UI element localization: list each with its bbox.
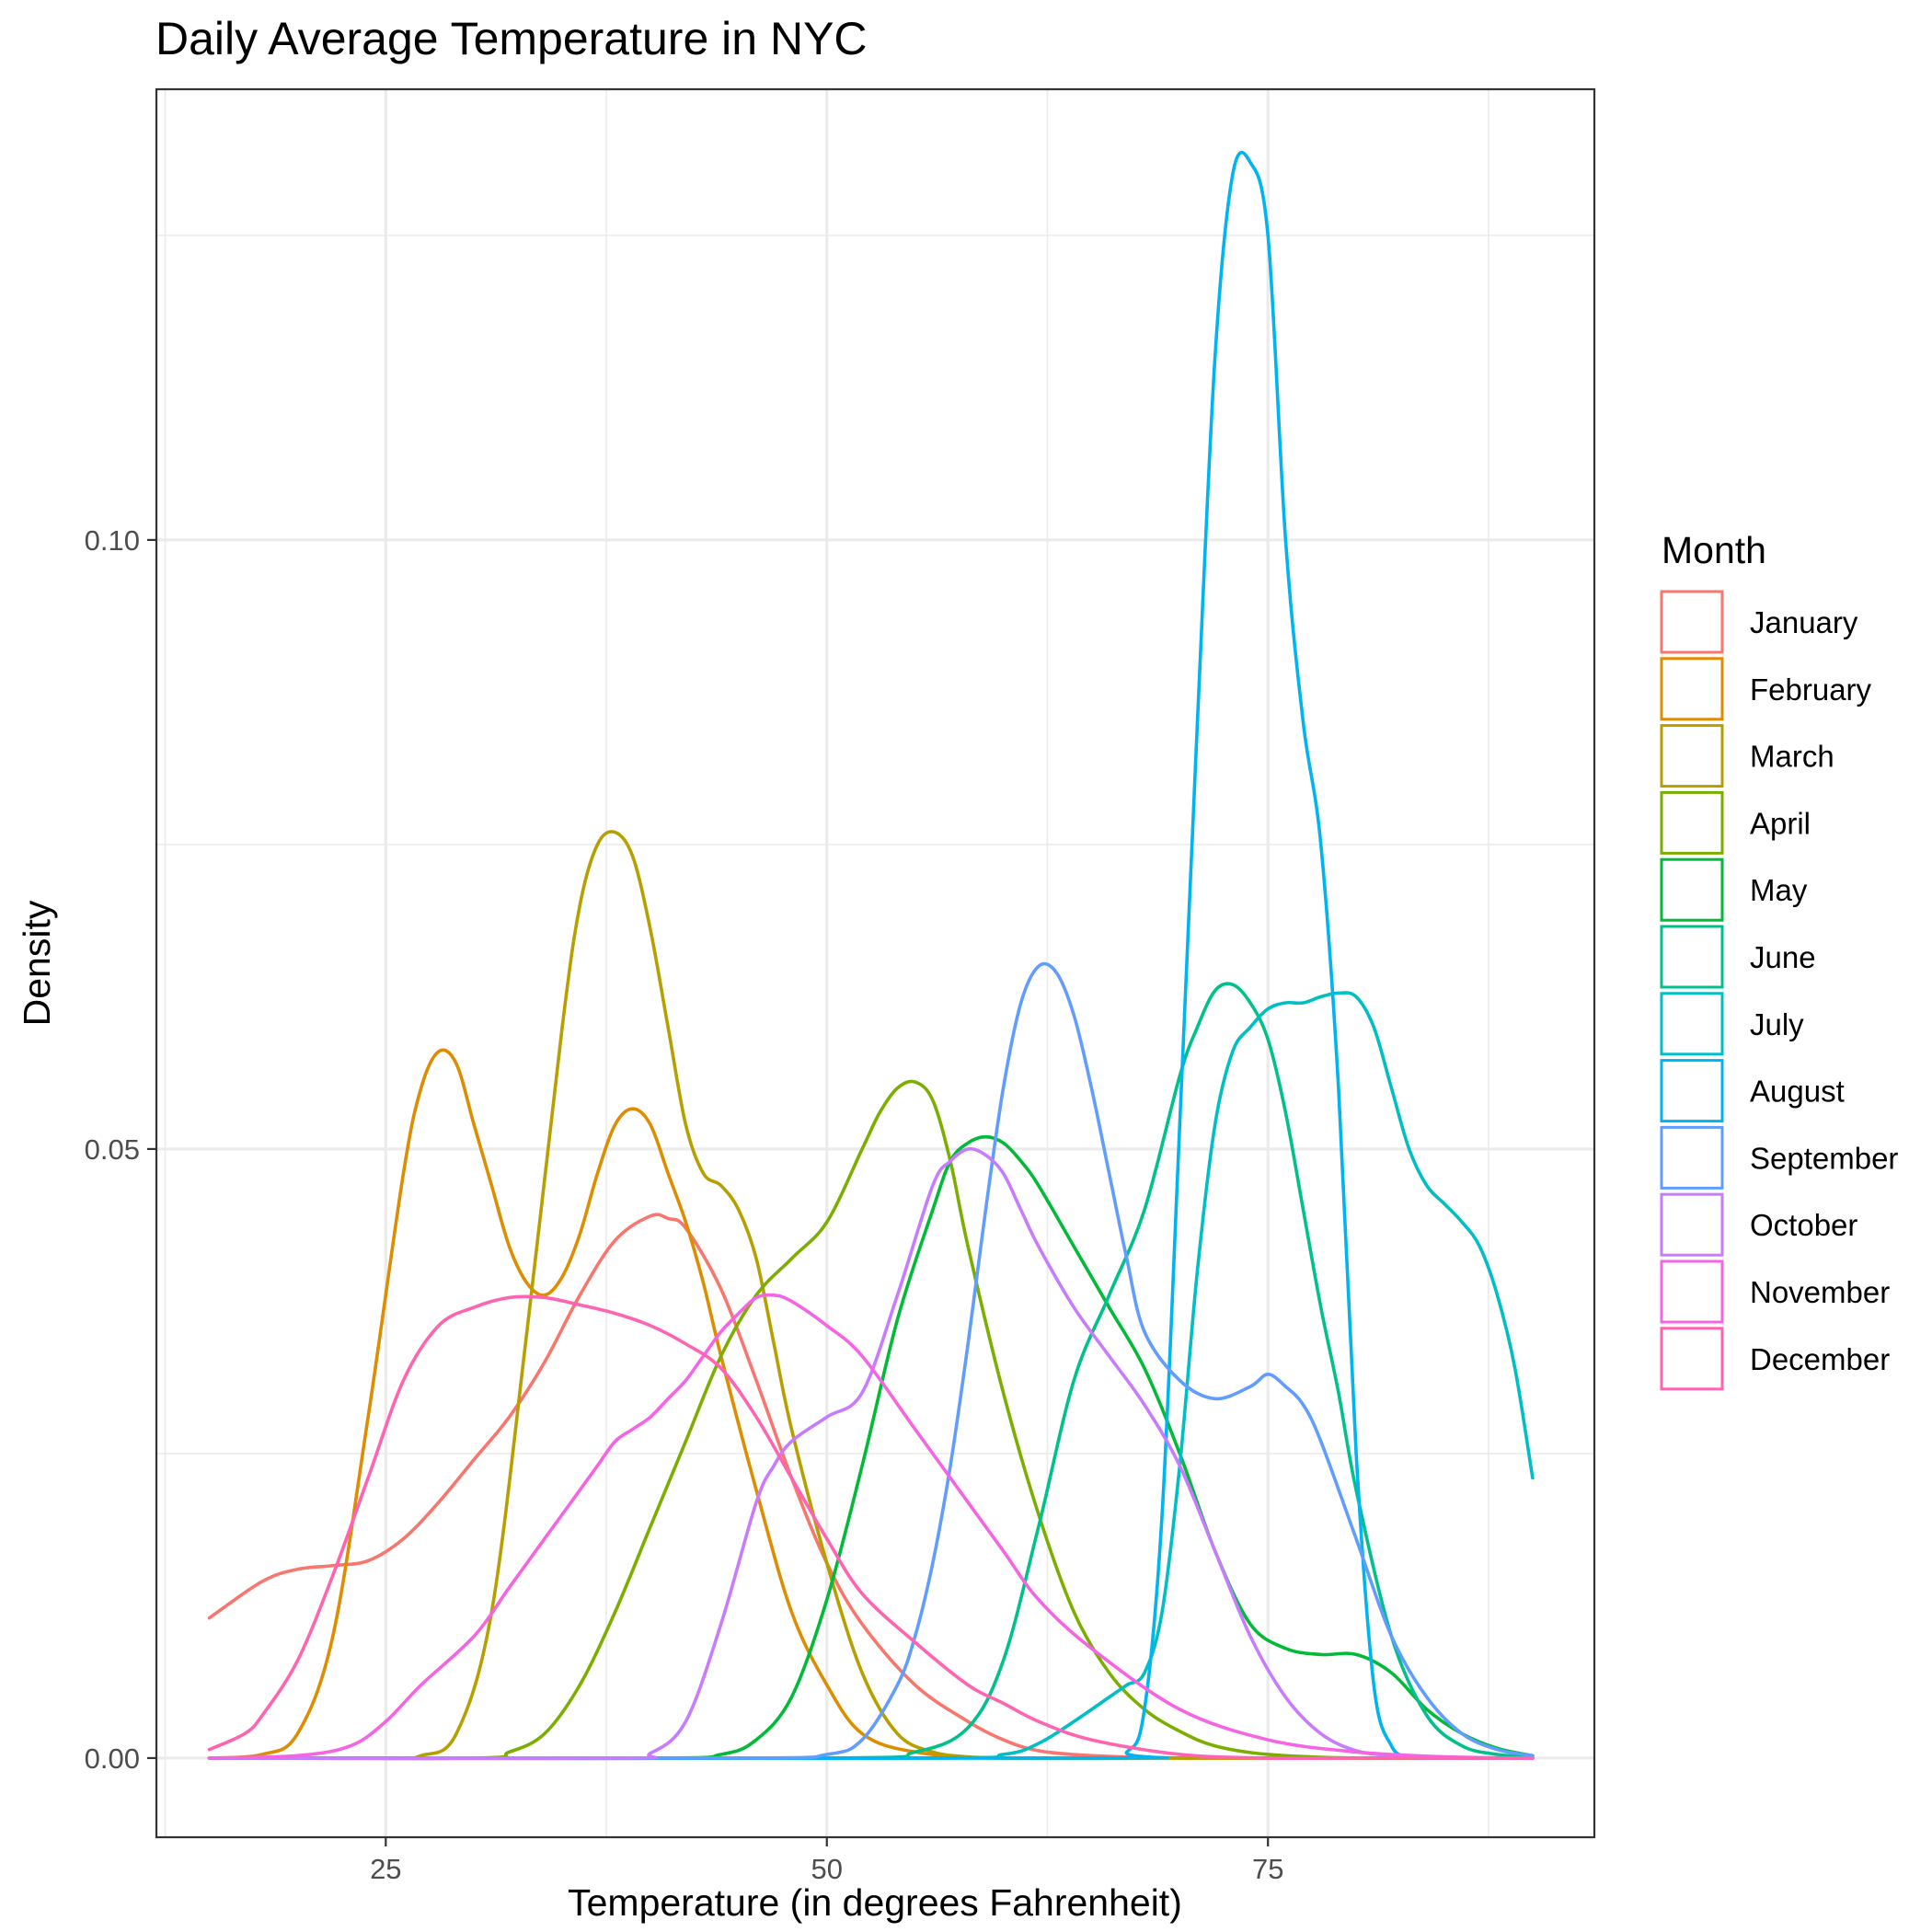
legend-label: September xyxy=(1750,1141,1898,1175)
legend-item-june: June xyxy=(1660,925,1816,989)
x-tick-label: 50 xyxy=(811,1853,843,1885)
panel-background xyxy=(156,89,1594,1837)
legend-key xyxy=(1660,724,1724,788)
legend-key xyxy=(1660,857,1724,922)
y-tick-label: 0.10 xyxy=(85,524,140,557)
legend-item-february: February xyxy=(1660,657,1872,721)
legend-label: November xyxy=(1750,1275,1890,1309)
series-line-june xyxy=(207,982,1535,1761)
series-line-september xyxy=(207,961,1535,1761)
legend-item-august: August xyxy=(1660,1059,1845,1123)
series-line-december xyxy=(207,1294,1535,1761)
legend-label: June xyxy=(1750,940,1816,974)
legend-key xyxy=(1660,790,1724,855)
legend-item-july: July xyxy=(1660,992,1804,1056)
legend-label: October xyxy=(1750,1208,1857,1242)
legend-item-december: December xyxy=(1660,1327,1890,1391)
y-tick-label: 0.05 xyxy=(85,1133,140,1166)
legend-key xyxy=(1660,657,1724,721)
y-tick-label: 0.00 xyxy=(85,1742,140,1775)
y-axis: 0.00 0.05 0.10 xyxy=(85,524,156,1775)
x-axis: 25 50 75 xyxy=(370,1837,1283,1885)
legend-key xyxy=(1660,1059,1724,1123)
series-line-july xyxy=(207,991,1535,1761)
legend-item-october: October xyxy=(1660,1192,1857,1257)
legend-label: March xyxy=(1750,740,1834,774)
series-line-october xyxy=(207,1146,1535,1761)
legend-item-april: April xyxy=(1660,790,1811,855)
legend-item-may: May xyxy=(1660,857,1808,922)
legend-key xyxy=(1660,1192,1724,1257)
plot-panel xyxy=(155,87,1596,1839)
legend-key xyxy=(1660,992,1724,1056)
legend-key xyxy=(1660,590,1724,654)
legend-label: April xyxy=(1750,806,1811,840)
x-tick-label: 25 xyxy=(370,1853,401,1885)
plot-title: Daily Average Temperature in NYC xyxy=(155,13,868,64)
legend-item-september: September xyxy=(1660,1125,1898,1190)
series-line-february xyxy=(207,1048,1535,1761)
legend-items: January February March April May June July Augu… xyxy=(1660,590,1898,1391)
series-line-april xyxy=(207,1079,1535,1761)
legend-key xyxy=(1660,1125,1724,1190)
series-line-may xyxy=(207,1134,1535,1761)
legend-title: Month xyxy=(1662,529,1766,571)
legend-label: February xyxy=(1750,673,1872,707)
x-tick-label: 75 xyxy=(1252,1853,1283,1885)
legend-item-november: November xyxy=(1660,1259,1890,1324)
legend-key xyxy=(1660,1259,1724,1324)
panel-border xyxy=(155,87,1596,1839)
legend-label: December xyxy=(1750,1342,1890,1376)
legend-label: July xyxy=(1750,1007,1804,1041)
legend-item-march: March xyxy=(1660,724,1834,788)
x-axis-title: Temperature (in degrees Fahrenheit) xyxy=(568,1881,1182,1924)
series-layer xyxy=(207,150,1535,1761)
series-line-november xyxy=(207,1293,1535,1760)
y-axis-title: Density xyxy=(16,900,58,1026)
legend-item-january: January xyxy=(1660,590,1858,654)
legend-key xyxy=(1660,925,1724,989)
legend-label: August xyxy=(1750,1075,1845,1109)
series-line-august xyxy=(207,150,1535,1761)
legend-label: January xyxy=(1750,605,1858,639)
legend-key xyxy=(1660,1327,1724,1391)
legend-label: May xyxy=(1750,873,1808,907)
legend: Month January February March April May June Ju… xyxy=(1660,529,1898,1391)
